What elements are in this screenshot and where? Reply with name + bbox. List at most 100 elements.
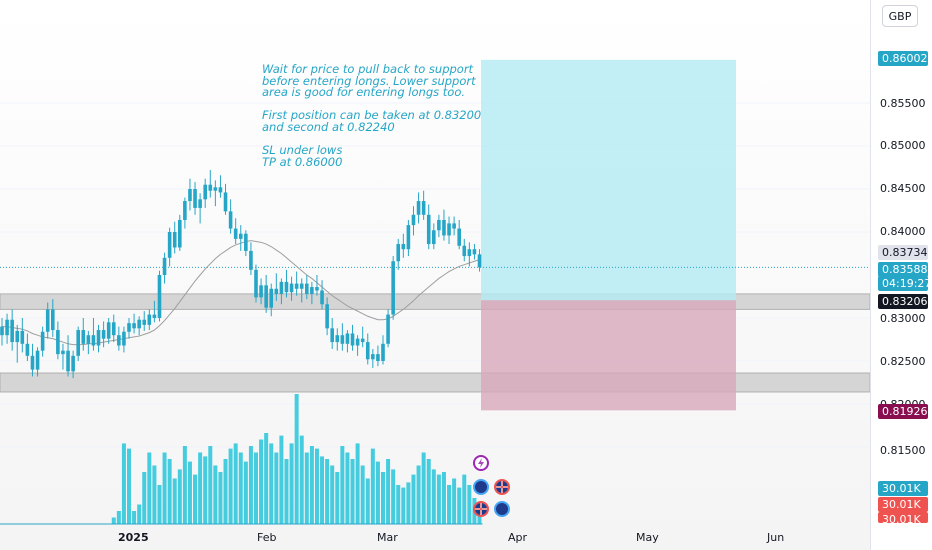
bar-countdown-tag: 04:19:27 (878, 276, 931, 291)
candle-body (371, 354, 375, 360)
volume-bar (304, 452, 309, 524)
price-tick: 0.85500 (880, 97, 926, 110)
event-eu-flag-icon[interactable] (494, 501, 510, 517)
candle-body (10, 319, 14, 343)
volume-bar (360, 465, 365, 524)
time-label: Feb (257, 531, 277, 544)
volume-bar (177, 469, 182, 524)
candle-body (198, 199, 202, 208)
volume-bar (299, 435, 304, 524)
volume-bar (208, 446, 213, 524)
trade-note-line-2: First position can be taken at 0.83200 a… (262, 108, 482, 134)
volume-bar (254, 452, 258, 524)
candle-body (345, 333, 350, 344)
event-uk-flag-icon[interactable] (494, 479, 510, 495)
candle-body (127, 323, 131, 332)
volume-bar (203, 456, 208, 524)
candle-body (355, 338, 360, 346)
price-tick: 0.82500 (880, 355, 926, 368)
volume-bar (467, 485, 472, 524)
candle-body (233, 228, 238, 239)
volume-tag: 30.01K (878, 512, 928, 523)
volume-bar (187, 461, 192, 524)
volume-bar (462, 474, 467, 524)
candle-body (264, 285, 268, 308)
candle-body (350, 333, 355, 346)
volume-bar (132, 511, 137, 524)
candle-body (203, 184, 207, 200)
candle-body (91, 335, 96, 346)
candle-body (157, 275, 162, 318)
event-uk-flag-icon[interactable] (473, 501, 489, 517)
volume-bar (355, 443, 360, 524)
candle-body (147, 314, 152, 325)
time-label: Jun (767, 531, 785, 544)
previous-close-tag: 0.83734 (878, 245, 928, 260)
volume-bar (259, 439, 264, 524)
candle-body (15, 330, 20, 343)
candle-body (421, 201, 426, 215)
candle-body (401, 244, 406, 250)
volume-bar (284, 459, 289, 524)
candle-body (315, 287, 319, 291)
candle-body (396, 244, 401, 262)
candle-body (45, 309, 50, 332)
candle-body (40, 331, 45, 351)
candle-body (0, 326, 4, 336)
price-tick: 0.84500 (880, 182, 926, 195)
volume-bar (391, 469, 396, 524)
candle-body (325, 304, 329, 329)
volume-bar (147, 452, 152, 524)
candle-body (330, 328, 334, 343)
candle-body (462, 245, 467, 257)
candle-body (472, 249, 477, 255)
volume-bar (452, 478, 457, 524)
candle-body (106, 322, 111, 339)
price-chart[interactable] (0, 0, 870, 550)
currency-button[interactable]: GBP (882, 5, 918, 27)
candle-body (269, 288, 274, 308)
candle-body (178, 219, 182, 248)
candle-body (411, 214, 416, 226)
volume-bar (157, 485, 162, 524)
event-lightning-icon[interactable] (473, 455, 489, 471)
volume-bar (314, 448, 319, 524)
candle-body (244, 233, 248, 251)
candle-body (117, 335, 121, 346)
take-profit-price-tag: 0.86002 (878, 51, 928, 66)
price-tick: 0.84000 (880, 225, 926, 238)
candle-body (66, 350, 70, 372)
candle-body (137, 319, 141, 329)
volume-bar (421, 452, 426, 524)
candle-body (61, 350, 65, 355)
volume-bar (238, 452, 243, 524)
candle-body (365, 342, 370, 360)
volume-bar (416, 465, 421, 524)
candle-body (193, 189, 197, 208)
candle-body (249, 250, 253, 270)
trade-note-line-1: Wait for price to pull back to support b… (262, 62, 476, 100)
candle-body (391, 261, 395, 315)
candle-body (208, 184, 213, 191)
candle-body (81, 330, 86, 344)
volume-bar (320, 456, 325, 524)
candle-body (71, 355, 75, 372)
candle-body (310, 287, 314, 294)
volume-bar (213, 465, 218, 524)
volume-bar (127, 448, 131, 524)
volume-bar (193, 474, 198, 524)
candle-body (305, 283, 309, 294)
candle-body (259, 285, 263, 298)
candle-body (432, 230, 436, 245)
volume-bar (381, 472, 385, 524)
volume-bar (426, 459, 431, 524)
volume-bar (457, 487, 462, 524)
volume-bar (223, 459, 228, 524)
candle-body (167, 232, 172, 258)
candle-body (335, 335, 340, 343)
time-label: Apr (508, 531, 528, 544)
volume-bar (375, 461, 380, 524)
candle-body (30, 355, 35, 370)
event-globe-icon[interactable] (473, 479, 489, 495)
